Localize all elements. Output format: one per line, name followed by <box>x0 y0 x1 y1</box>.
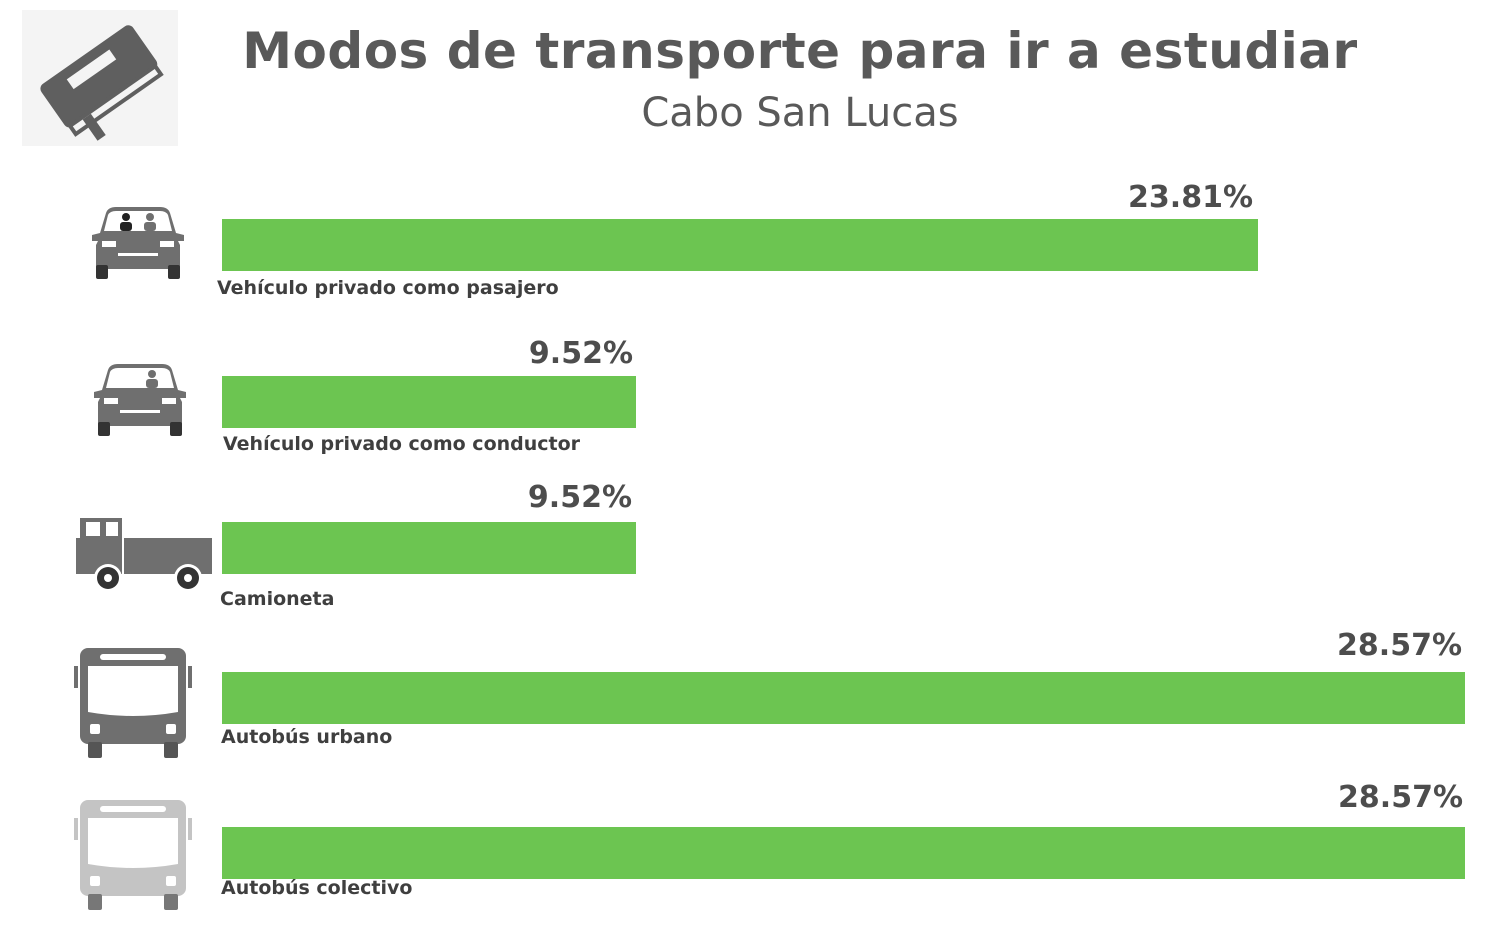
category-label: Vehículo privado como conductor <box>223 433 581 455</box>
car-driver-icon <box>90 362 190 444</box>
bar-value-label: 9.52% <box>527 480 632 515</box>
chart-subtitle: Cabo San Lucas <box>641 90 959 136</box>
category-label: Vehículo privado como pasajero <box>217 277 559 299</box>
category-label: Camioneta <box>220 588 335 610</box>
pickup-truck-icon <box>76 516 212 598</box>
bus-urban-icon <box>74 646 192 764</box>
chart-title: Modos de transporte para ir a estudiar <box>242 22 1358 80</box>
bar-value-label: 28.57% <box>1338 780 1463 815</box>
bar-value-label: 28.57% <box>1337 628 1462 663</box>
bar <box>222 672 1465 724</box>
bar <box>222 522 636 574</box>
bus-colectivo-icon <box>74 798 192 916</box>
bar-value-label: 9.52% <box>528 336 633 371</box>
car-passenger-icon <box>88 205 188 287</box>
category-label: Autobús urbano <box>221 726 393 748</box>
bar <box>222 827 1465 879</box>
category-label: Autobús colectivo <box>221 877 413 899</box>
bar-value-label: 23.81% <box>1128 180 1253 215</box>
book-icon <box>22 10 178 146</box>
bar <box>222 219 1258 271</box>
bar <box>222 376 636 428</box>
